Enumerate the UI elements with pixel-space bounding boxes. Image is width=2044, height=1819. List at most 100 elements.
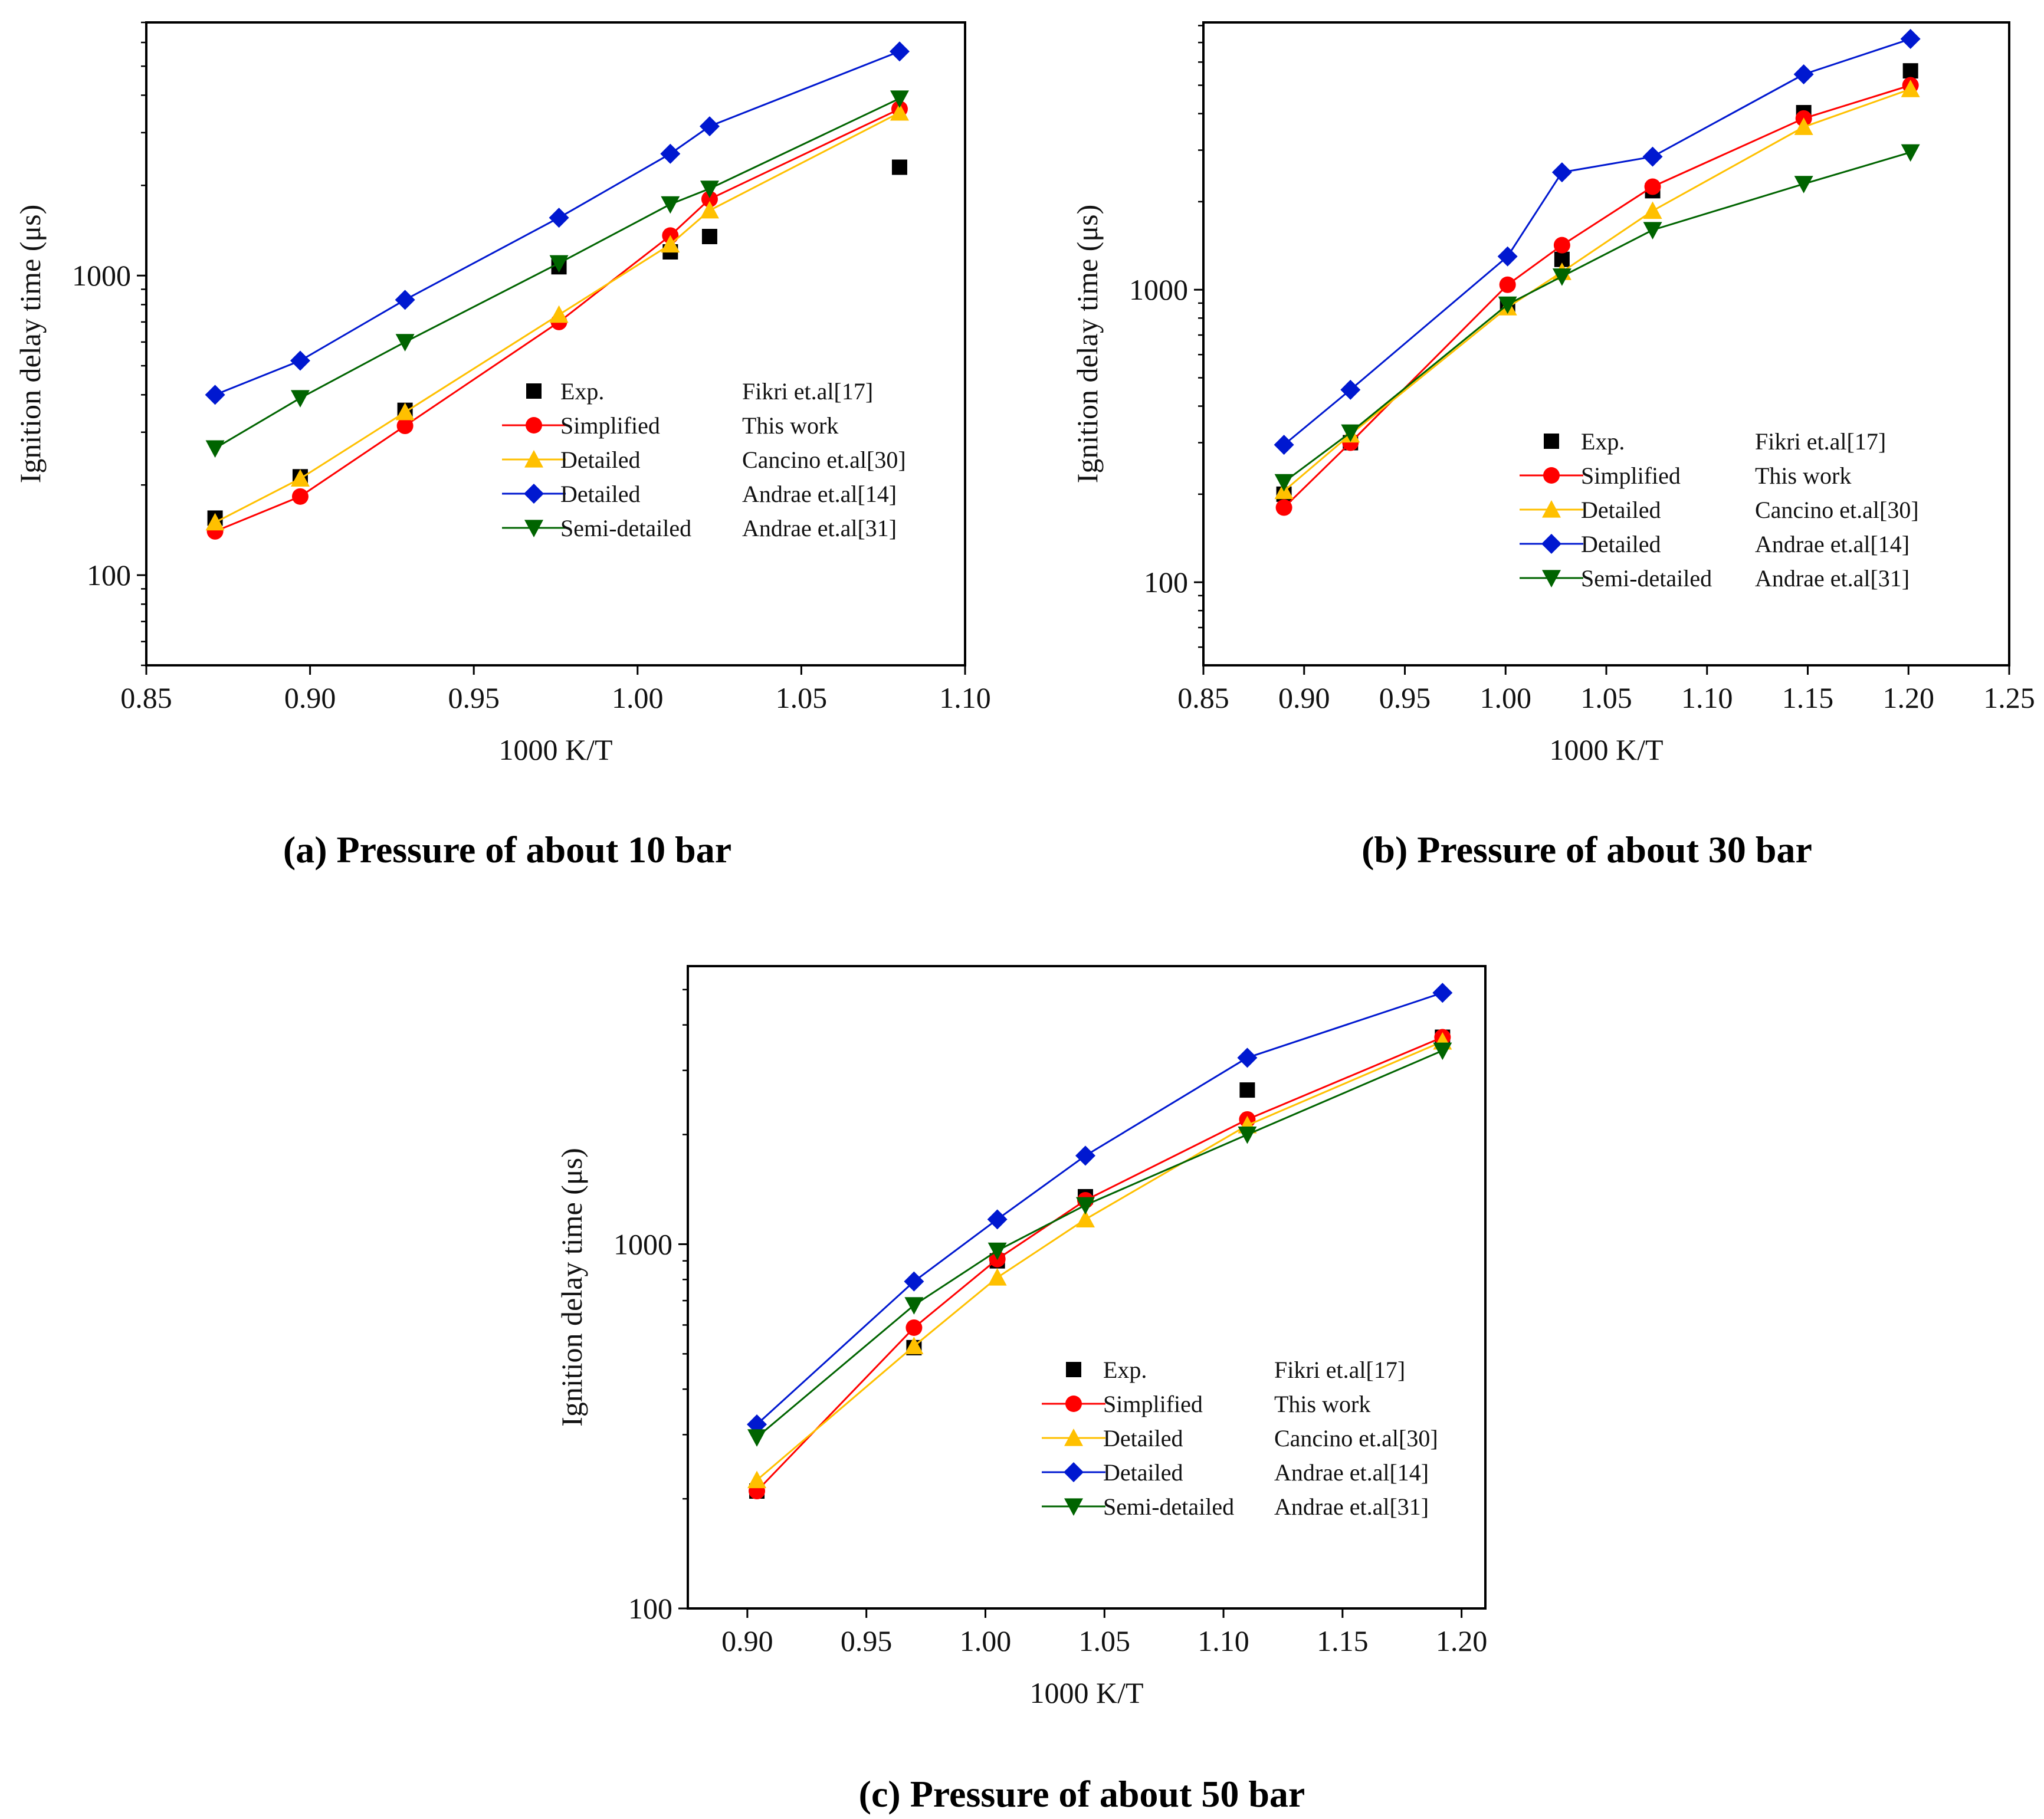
y-axis-title: Ignition delay time (μs) [555, 1148, 588, 1427]
data-point [1794, 176, 1813, 193]
y-tick-label: 1000 [72, 259, 131, 292]
data-point [1075, 1145, 1095, 1166]
data-point [205, 440, 225, 458]
series-line [756, 991, 1443, 1426]
data-point [700, 201, 719, 219]
legend-label: Simplified [1581, 462, 1681, 489]
data-point [395, 402, 415, 421]
legend-marker [1543, 467, 1560, 484]
series-line [756, 1049, 1443, 1439]
x-tick-label: 0.85 [1177, 681, 1229, 714]
x-tick-label: 1.20 [1436, 1624, 1488, 1657]
x-tick-label: 1.00 [1480, 681, 1532, 714]
x-tick-label: 1.25 [1983, 681, 2035, 714]
x-tick-label: 1.20 [1883, 681, 1935, 714]
legend-marker [1064, 1498, 1083, 1516]
x-tick-label: 1.15 [1317, 1624, 1369, 1657]
legend-marker [524, 484, 544, 504]
legend-label: Detailed [1581, 531, 1661, 557]
data-point [1075, 1210, 1095, 1227]
data-point [987, 1242, 1007, 1260]
legend-source: Cancino et.al[30] [1274, 1425, 1438, 1452]
data-point [747, 1470, 767, 1489]
panel-c: 0.90 0.95 1.00 1.05 1.10 1.15 1.20 100 1000 1000 … [555, 965, 1488, 1815]
data-point [1498, 296, 1517, 314]
data-point [205, 513, 225, 531]
data-point [549, 305, 569, 323]
data-point [205, 385, 225, 405]
data-point [661, 235, 680, 253]
legend-source: This work [742, 412, 838, 439]
legend-label: Simplified [1103, 1391, 1203, 1417]
x-tick-label: 0.95 [1379, 681, 1431, 714]
data-point [1433, 1042, 1452, 1060]
legend-marker [1066, 1362, 1081, 1377]
data-point [395, 334, 415, 352]
legend-label: Detailed [1581, 497, 1661, 523]
y-tick-label: 100 [1144, 566, 1188, 599]
data-point [1239, 1082, 1255, 1098]
data-point [1901, 144, 1920, 162]
x-tick-label: 1.10 [1681, 681, 1733, 714]
y-tick-label: 100 [87, 559, 131, 592]
data-point [291, 488, 309, 505]
legend-label: Exp. [1103, 1357, 1147, 1383]
data-point [699, 116, 720, 137]
data-point [1644, 178, 1661, 195]
legend-marker [524, 520, 543, 537]
data-point [1340, 379, 1361, 400]
legend-label: Semi-detailed [1103, 1493, 1234, 1520]
data-point [701, 229, 717, 245]
legend: Exp. Fikri et.al[17] Simplified This work De… [1520, 428, 1919, 592]
data-point [1274, 435, 1294, 455]
legend-label: Detailed [1103, 1459, 1183, 1486]
series-diamond [747, 983, 1453, 1435]
data-point [660, 143, 681, 164]
legend-source: Cancino et.al[30] [742, 446, 906, 473]
legend-label: Exp. [1581, 428, 1625, 455]
data-point [1075, 1197, 1095, 1215]
legend-marker [1065, 1396, 1082, 1412]
legend: Exp. Fikri et.al[17] Simplified This work De… [502, 378, 906, 541]
x-tick-label: 1.00 [612, 681, 664, 714]
data-point [1499, 276, 1516, 293]
series-triangle-up [205, 103, 909, 531]
series-line [1283, 38, 1911, 446]
data-point [1900, 29, 1921, 50]
data-point [1237, 1048, 1258, 1068]
panel-caption: (b) Pressure of about 30 bar [1361, 829, 1812, 871]
legend-marker [1542, 570, 1561, 587]
data-point [1793, 64, 1814, 84]
legend-source: Fikri et.al[17] [1755, 428, 1886, 455]
data-point [1642, 146, 1663, 167]
data-point [1238, 1126, 1257, 1144]
x-tick-label: 0.95 [448, 681, 500, 714]
data-point [290, 469, 310, 487]
data-point [890, 90, 909, 109]
legend-marker [1064, 1429, 1083, 1446]
legend-label: Simplified [560, 412, 660, 439]
data-point [701, 191, 718, 208]
x-tick-label: 0.90 [721, 1624, 773, 1657]
data-point [290, 350, 310, 371]
plot-frame [687, 965, 1487, 1610]
y-tick-label: 1000 [613, 1227, 672, 1260]
panel-caption: (a) Pressure of about 10 bar [283, 829, 731, 871]
data-point [1552, 268, 1571, 286]
legend-source: This work [1755, 462, 1851, 489]
legend-label: Detailed [560, 446, 641, 473]
x-tick-label: 1.15 [1782, 681, 1834, 714]
data-point [1275, 499, 1292, 516]
series-line [756, 1036, 1443, 1492]
series-diamond [1274, 29, 1921, 455]
data-point [1497, 246, 1518, 267]
legend-marker [526, 383, 542, 399]
x-axis-title: 1000 K/T [1029, 1676, 1143, 1709]
legend-marker [1542, 500, 1561, 518]
data-point [661, 196, 680, 214]
series-triangle-down [1274, 144, 1920, 492]
series-triangle-down [205, 90, 909, 458]
panel-a: 0.85 0.90 0.95 1.00 1.05 1.10 100 1000 1000 K/T I… [14, 21, 991, 871]
legend-source: Andrae et.al[14] [1274, 1459, 1429, 1486]
legend-source: Fikri et.al[17] [742, 378, 873, 405]
